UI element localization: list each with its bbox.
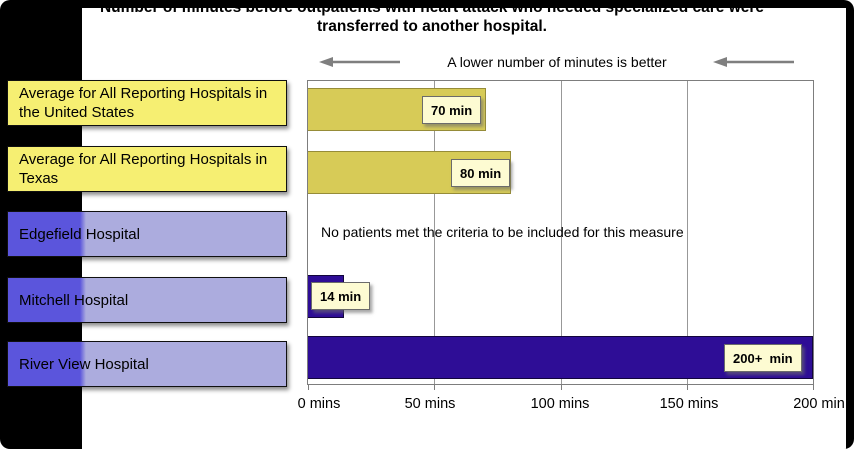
x-axis-label-150-mins: 150 mins — [659, 396, 719, 412]
axis-tick-200 — [813, 385, 814, 390]
gridline-150-mins — [686, 81, 688, 384]
row-label-river-view-hospital: River View Hospital — [7, 341, 287, 387]
value-label-us-average: 70 min — [422, 96, 482, 124]
chart-title-line-2: transferred to another hospital. — [317, 18, 547, 35]
axis-tick-100 — [560, 385, 562, 390]
chart-title-line-1: Number of minutes before outpatients wit… — [82, 8, 782, 17]
right-arrow-icon — [713, 57, 794, 67]
axis-tick-0 — [308, 385, 309, 390]
x-axis-label-200-mins: 200 min — [793, 396, 845, 412]
gridline-100-mins — [560, 81, 562, 384]
axis-tick-150 — [686, 385, 688, 390]
lower-is-better-text: A lower number of minutes is better — [447, 54, 667, 70]
axis-tick-50 — [434, 385, 435, 390]
x-axis-label-50-mins: 50 mins — [404, 396, 456, 412]
row-label-mitchell-hospital: Mitchell Hospital — [7, 277, 287, 323]
value-label-river-view-hospital: 200+ min — [724, 344, 802, 372]
x-axis-label-100-mins: 100 mins — [530, 396, 590, 412]
left-arrow-icon — [319, 57, 400, 67]
x-axis-label-0-mins: 0 mins — [297, 396, 341, 412]
chart-title: Number of minutes before outpatients wit… — [82, 8, 782, 36]
row-label-us-average: Average for All Reporting Hospitals in t… — [7, 80, 287, 126]
no-data-message: No patients met the criteria to be inclu… — [321, 224, 684, 240]
row-label-edgefield-hospital: Edgefield Hospital — [7, 211, 287, 257]
lower-is-better-note: A lower number of minutes is better — [318, 52, 796, 72]
gridline-50-mins — [434, 81, 436, 384]
row-label-texas-average: Average for All Reporting Hospitals in T… — [7, 146, 287, 192]
plot-area: No patients met the criteria to be inclu… — [307, 80, 814, 385]
value-label-mitchell-hospital: 14 min — [311, 282, 371, 310]
value-label-texas-average: 80 min — [451, 159, 511, 187]
